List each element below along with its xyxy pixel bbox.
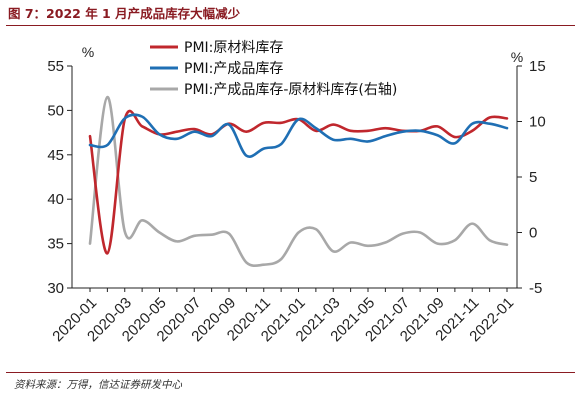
left-y-tick-label: 30	[47, 280, 64, 297]
series-raw-material-inventory-line	[88, 109, 509, 255]
left-y-unit: %	[82, 44, 94, 60]
legend-label: PMI:产成品库存	[184, 61, 283, 77]
right-y-tick-label: 15	[529, 58, 546, 75]
legend-label: PMI:产成品库存-原材料库存(右轴)	[184, 82, 397, 98]
left-y-tick-label: 35	[47, 236, 64, 253]
figure-source: 资料来源：万得，信达证券研发中心	[14, 379, 182, 391]
series-finished-goods-inventory-line	[88, 113, 509, 158]
right-y-tick-label: 10	[529, 114, 546, 131]
left-y-tick-label: 55	[47, 58, 64, 75]
right-y-tick-label: 5	[529, 169, 537, 186]
legend-label: PMI:原材料库存	[184, 40, 283, 56]
title-divider	[6, 25, 575, 26]
left-y-tick-label: 40	[47, 191, 64, 208]
left-y-tick-label: 50	[47, 102, 64, 119]
right-y-unit: %	[511, 49, 523, 65]
footer-divider	[6, 372, 575, 373]
right-y-tick-label: -5	[529, 280, 542, 297]
series-difference-right-axis-line	[88, 95, 509, 268]
right-y-tick-label: 0	[529, 225, 537, 242]
left-y-tick-label: 45	[47, 147, 64, 164]
chart-legend: PMI:原材料库存 PMI:产成品库存 PMI:产成品库存-原材料库存(右轴)	[150, 40, 397, 98]
series-layer	[88, 95, 509, 268]
figure-title: 图 7：2022 年 1 月产成品库存大幅减少	[8, 6, 241, 21]
